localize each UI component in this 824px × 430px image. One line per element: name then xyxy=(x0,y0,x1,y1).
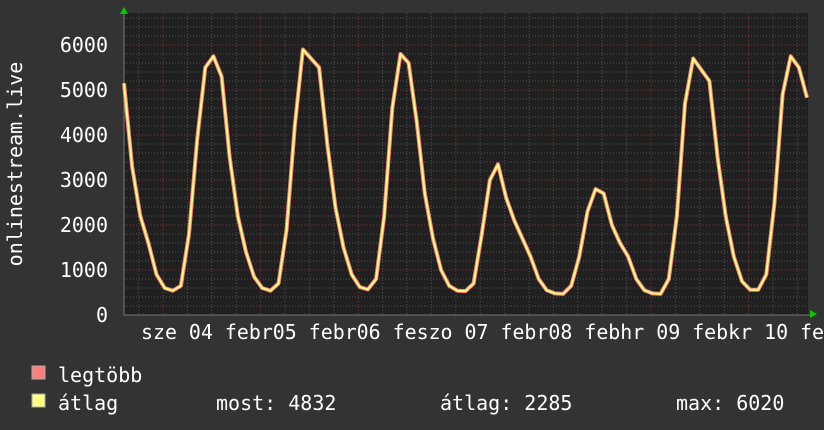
y-tick-label: 6000 xyxy=(60,33,108,57)
grid xyxy=(123,12,810,316)
stat-current: most: 4832 xyxy=(216,391,336,415)
legend-label-atlag: átlag xyxy=(58,391,118,415)
y-tick-label: 4000 xyxy=(60,123,108,147)
y-tick-label: 0 xyxy=(96,303,108,327)
legend-swatch-legtobb xyxy=(31,365,46,380)
series-line-atlag xyxy=(123,48,808,295)
y-axis-title: onlinestream.live xyxy=(3,62,27,267)
y-tick-label: 3000 xyxy=(60,168,108,192)
y-tick-label: 5000 xyxy=(60,78,108,102)
y-axis-ticks: 0 1000 2000 3000 4000 5000 6000 xyxy=(60,33,108,327)
stat-average: átlag: 2285 xyxy=(440,391,572,415)
y-tick-label: 2000 xyxy=(60,213,108,237)
y-tick-label: 1000 xyxy=(60,258,108,282)
legend: legtöbb átlag most: 4832 átlag: 2285 max… xyxy=(31,363,784,415)
y-axis-arrow-icon xyxy=(120,7,128,14)
stat-max: max: 6020 xyxy=(676,391,784,415)
legend-label-legtobb: legtöbb xyxy=(58,363,142,387)
series-lines xyxy=(122,47,809,296)
x-axis-arrow-icon xyxy=(810,310,817,318)
x-axis-tick-labels: sze 04 febr05 febr06 feszo 07 febr08 feb… xyxy=(141,320,824,344)
legend-swatch-atlag xyxy=(31,393,46,408)
